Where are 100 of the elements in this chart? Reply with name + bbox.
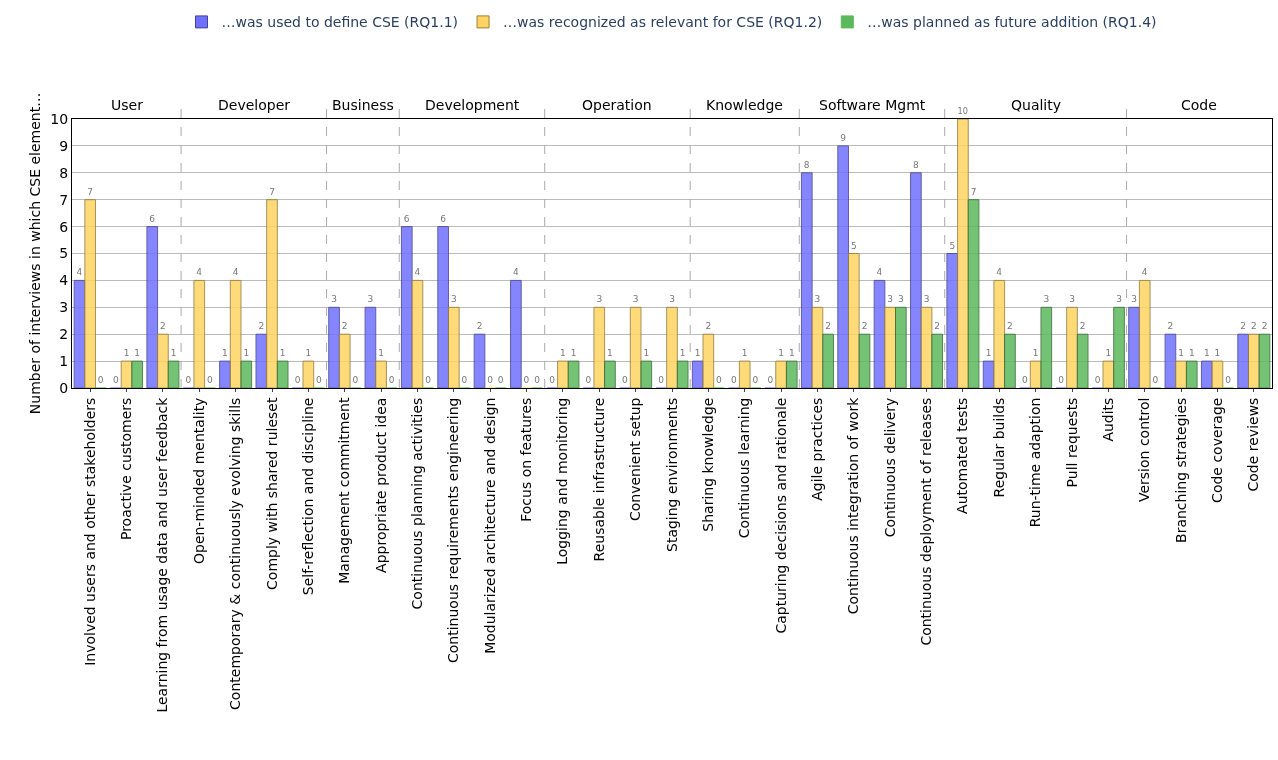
x-tick-label: Self-reflection and discipline bbox=[299, 397, 316, 596]
y-tick-label: 4 bbox=[59, 272, 69, 289]
y-tick-label: 2 bbox=[59, 326, 69, 343]
data-label: 10 bbox=[957, 106, 968, 117]
data-label: 3 bbox=[814, 294, 821, 305]
bar bbox=[1113, 306, 1125, 388]
bar bbox=[567, 360, 580, 388]
bar bbox=[447, 306, 460, 388]
x-tick-label: Continuous learning bbox=[736, 397, 753, 539]
data-label: 8 bbox=[803, 159, 810, 170]
bar bbox=[775, 360, 787, 388]
data-label: 4 bbox=[996, 267, 1003, 278]
data-label: 3 bbox=[897, 294, 904, 305]
bar bbox=[240, 360, 253, 388]
legend-label: …was used to define CSE (RQ1.1) bbox=[221, 14, 459, 31]
x-tick-label: Modularized architecture and design bbox=[481, 397, 498, 654]
data-label: 4 bbox=[76, 267, 83, 278]
bar bbox=[593, 306, 606, 388]
data-label: 2 bbox=[861, 321, 868, 332]
data-label: 1 bbox=[134, 348, 141, 359]
x-tick-label: Automated tests bbox=[954, 397, 971, 514]
text: User bbox=[111, 97, 144, 113]
data-label: 2 bbox=[825, 321, 831, 332]
data-label: 3 bbox=[1116, 294, 1122, 305]
text: Business bbox=[332, 97, 394, 113]
data-label: 3 bbox=[923, 294, 930, 305]
y-tick-label: 7 bbox=[59, 191, 69, 208]
data-label: 7 bbox=[87, 186, 94, 197]
bar bbox=[946, 253, 959, 388]
bar bbox=[1185, 360, 1198, 388]
data-label: 0 bbox=[1058, 375, 1065, 385]
bar bbox=[800, 172, 813, 388]
data-label: 0 bbox=[534, 375, 541, 385]
bar bbox=[146, 226, 159, 388]
data-label: 0 bbox=[97, 375, 104, 385]
data-label: 0 bbox=[585, 375, 592, 385]
data-label: 3 bbox=[367, 294, 374, 305]
bar bbox=[1102, 360, 1115, 388]
data-label: 4 bbox=[876, 267, 883, 278]
x-tick-label: Appropriate product idea bbox=[372, 397, 389, 573]
data-label: 0 bbox=[1094, 375, 1101, 385]
data-label: 2 bbox=[934, 321, 941, 332]
text: Development bbox=[425, 97, 520, 113]
data-label: 1 bbox=[1105, 348, 1112, 359]
data-label: 1 bbox=[643, 348, 650, 359]
data-label: 0 bbox=[352, 375, 359, 385]
data-label: 4 bbox=[232, 267, 239, 278]
data-label: 3 bbox=[887, 294, 894, 305]
bar bbox=[510, 279, 522, 388]
text: Code bbox=[1181, 97, 1217, 113]
x-tick-label: Capturing decisions and rationale bbox=[772, 397, 789, 634]
bar bbox=[884, 306, 897, 388]
data-label: 1 bbox=[985, 348, 992, 359]
x-tick-label: Sharing knowledge bbox=[699, 397, 716, 532]
bar bbox=[328, 306, 340, 388]
data-label: 5 bbox=[949, 240, 956, 251]
text: Knowledge bbox=[706, 97, 783, 113]
x-tick-label: Convenient setup bbox=[627, 397, 644, 522]
bar bbox=[666, 306, 678, 388]
data-label: 0 bbox=[621, 375, 628, 385]
data-label: 1 bbox=[694, 348, 701, 359]
x-tick-label: Learning from usage data and user feedback bbox=[154, 396, 171, 713]
y-tick-label: 8 bbox=[59, 164, 69, 181]
bar bbox=[1076, 333, 1089, 388]
y-tick-label: 0 bbox=[59, 379, 69, 396]
data-label: 0 bbox=[731, 375, 738, 385]
bar bbox=[920, 306, 933, 388]
data-label: 4 bbox=[1141, 267, 1148, 278]
data-label: 3 bbox=[669, 294, 675, 305]
data-label: 2 bbox=[160, 321, 166, 332]
x-tick-label: Code reviews bbox=[1245, 397, 1262, 492]
x-tick-label: Agile practices bbox=[809, 397, 825, 501]
bar bbox=[811, 306, 824, 388]
data-label: 0 bbox=[294, 375, 301, 385]
bar bbox=[276, 360, 289, 388]
data-label: 1 bbox=[570, 348, 577, 359]
x-tick-label: Continuous requirements engineering bbox=[445, 397, 462, 664]
data-label: 3 bbox=[331, 294, 337, 305]
bar bbox=[411, 279, 424, 388]
data-label: 2 bbox=[341, 321, 348, 332]
data-label: 1 bbox=[607, 348, 613, 359]
bar bbox=[993, 279, 1006, 388]
legend-label: …was recognized as relevant for CSE (RQ1.2) bbox=[503, 14, 823, 31]
bar bbox=[702, 333, 715, 388]
bar bbox=[302, 360, 315, 388]
data-label: 1 bbox=[123, 348, 130, 359]
x-tick-label: Contemporary & continuously evolving skills bbox=[227, 397, 244, 710]
data-label: 1 bbox=[679, 348, 686, 359]
data-label: 3 bbox=[632, 294, 639, 305]
x-tick-label: Logging and monitoring bbox=[554, 397, 571, 565]
x-tick-label: Comply with shared ruleset bbox=[263, 397, 280, 590]
data-label: 1 bbox=[778, 348, 784, 359]
bar bbox=[266, 199, 278, 388]
bar bbox=[364, 306, 377, 388]
data-label: 6 bbox=[149, 213, 156, 224]
data-label: 2 bbox=[476, 321, 483, 332]
data-label: 0 bbox=[185, 375, 192, 385]
bar bbox=[375, 360, 387, 388]
x-tick-label: Regular builds bbox=[990, 397, 1007, 498]
x-tick-label: Version control bbox=[1136, 397, 1153, 503]
